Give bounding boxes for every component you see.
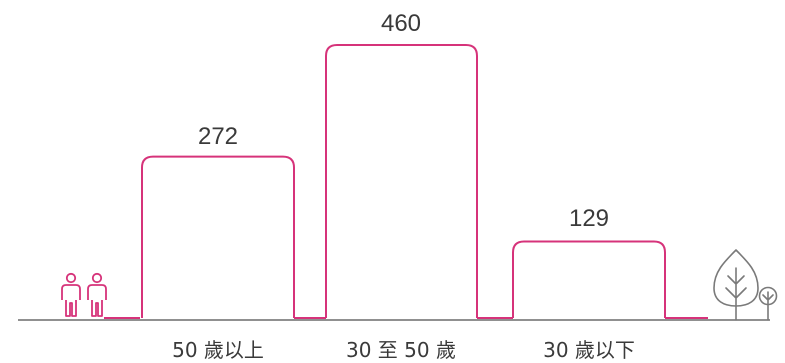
bar-2 [512,240,666,318]
bars-group [141,44,708,319]
tree-icon [713,249,778,321]
bar-value-label-0: 272 [198,123,238,150]
category-label-1: 30 至 50 歲 [346,338,456,362]
bar-1 [325,44,478,318]
two-people-icon [61,272,140,319]
bar-0 [141,155,295,318]
bar-value-label-2: 129 [569,205,609,232]
category-label-0: 50 歲以上 [172,338,264,362]
category-label-2: 30 歲以下 [543,338,635,362]
bar-value-label-1: 460 [381,10,421,37]
